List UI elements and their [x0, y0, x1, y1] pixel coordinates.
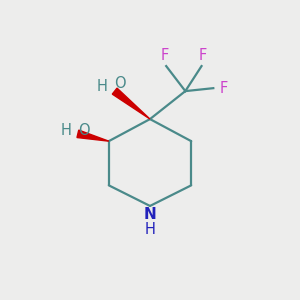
Polygon shape — [112, 88, 150, 119]
Text: F: F — [160, 48, 169, 63]
Polygon shape — [77, 130, 109, 141]
Text: H: H — [96, 79, 107, 94]
Text: F: F — [199, 48, 207, 63]
Text: F: F — [219, 81, 227, 96]
Text: H: H — [145, 222, 155, 237]
Text: O: O — [78, 123, 89, 138]
Text: H: H — [61, 123, 72, 138]
Text: N: N — [144, 207, 156, 222]
Text: O: O — [114, 76, 126, 91]
